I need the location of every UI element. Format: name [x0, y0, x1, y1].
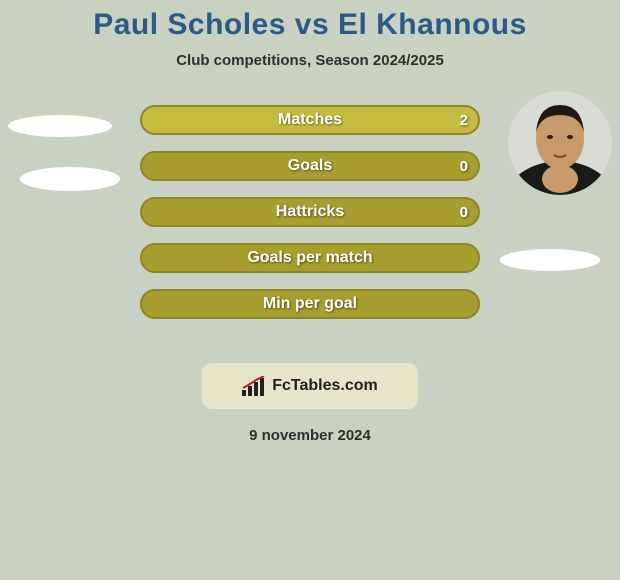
stats-area: Matches2Goals0Hattricks0Goals per matchM…	[0, 105, 620, 355]
stat-bar-row: Goals per match	[140, 243, 480, 273]
stat-label: Hattricks	[142, 203, 478, 221]
stat-bar-row: Matches2	[140, 105, 480, 135]
stat-bar-row: Min per goal	[140, 289, 480, 319]
page-title: Paul Scholes vs El Khannous	[0, 0, 620, 42]
placeholder-ellipse	[500, 249, 600, 271]
bar-chart-icon	[242, 376, 268, 396]
comparison-card: Paul Scholes vs El Khannous Club competi…	[0, 0, 620, 580]
stat-bars: Matches2Goals0Hattricks0Goals per matchM…	[140, 105, 480, 335]
page-subtitle: Club competitions, Season 2024/2025	[0, 52, 620, 69]
stat-label: Matches	[142, 111, 478, 129]
logo-badge: FcTables.com	[202, 363, 418, 409]
stat-value-right: 2	[460, 112, 468, 129]
stat-label: Min per goal	[142, 295, 478, 313]
placeholder-ellipse	[8, 115, 112, 137]
stat-label: Goals per match	[142, 249, 478, 267]
logo-text: FcTables.com	[272, 377, 378, 395]
placeholder-ellipse	[20, 167, 120, 191]
stat-label: Goals	[142, 157, 478, 175]
stat-value-right: 0	[460, 204, 468, 221]
avatar-right	[508, 91, 612, 195]
player-photo-icon	[508, 91, 612, 195]
stat-value-right: 0	[460, 158, 468, 175]
stat-bar-row: Goals0	[140, 151, 480, 181]
stat-bar-row: Hattricks0	[140, 197, 480, 227]
date-label: 9 november 2024	[0, 427, 620, 444]
